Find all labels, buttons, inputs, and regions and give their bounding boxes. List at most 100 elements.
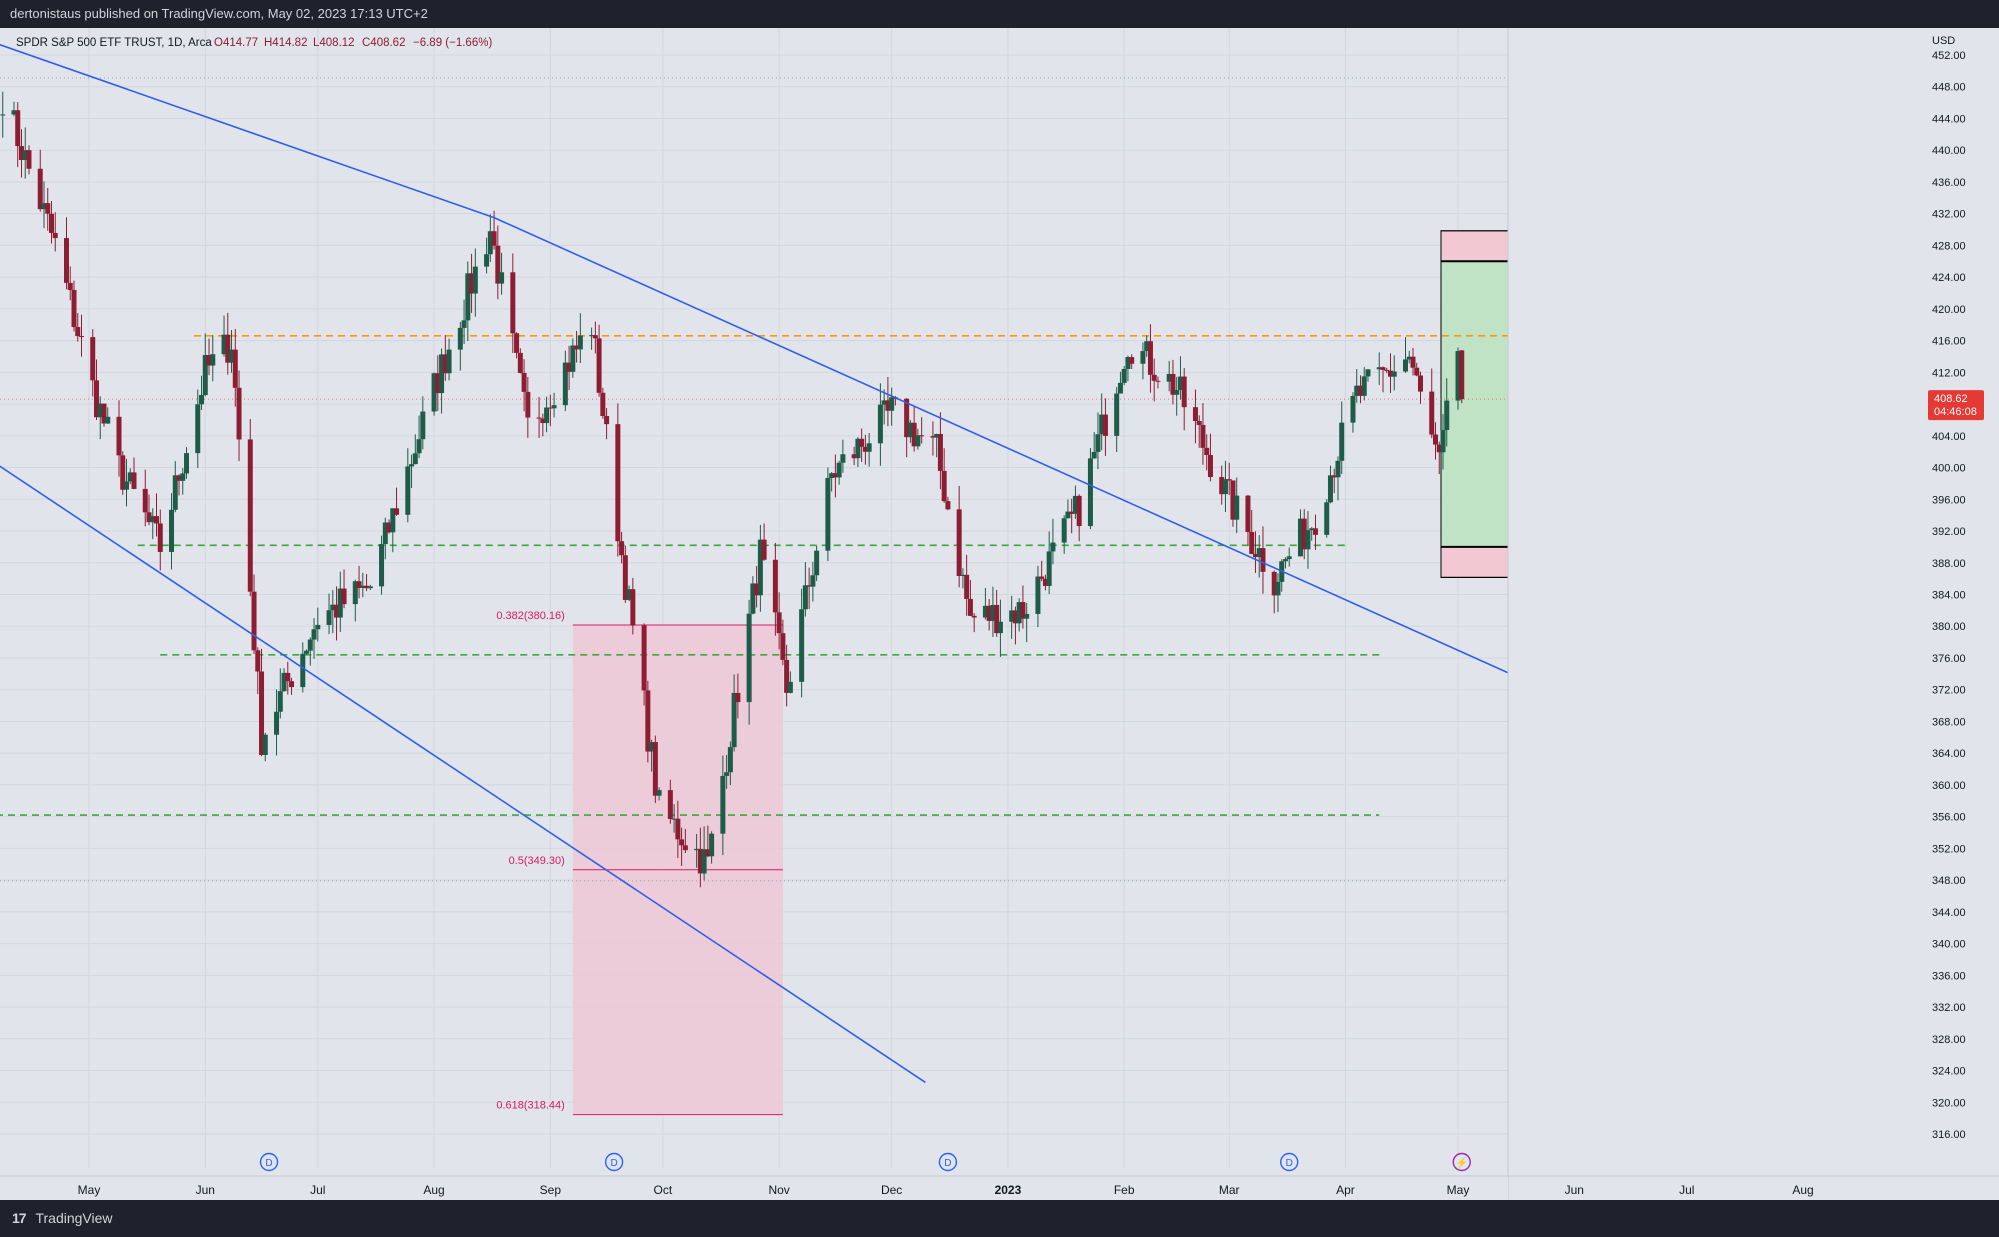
candle-body (727, 747, 733, 773)
price-tick-label: 348.00 (1932, 875, 1966, 887)
candle-body (90, 337, 96, 381)
candle-body (600, 392, 606, 417)
time-tick-label: Dec (881, 1183, 902, 1197)
fib-level-label: 0.5(349.30) (509, 855, 565, 867)
candle-body (757, 539, 763, 596)
candle-body (1429, 391, 1435, 435)
candle-body (420, 411, 426, 440)
candle-body (1252, 553, 1258, 558)
candle-body (236, 387, 242, 440)
candle-body (1087, 458, 1093, 527)
candle-body (262, 734, 268, 755)
candle-body (394, 508, 400, 515)
candle-body (281, 672, 287, 692)
candle-body (761, 539, 767, 560)
candle-body (866, 443, 872, 452)
candle-body (750, 583, 756, 614)
candle-body (120, 455, 126, 490)
candle-body (127, 472, 133, 482)
candle-body (1361, 376, 1367, 396)
candle-body (439, 354, 445, 394)
candle-body (442, 354, 448, 374)
candle-body (547, 407, 553, 409)
candle-body (176, 475, 182, 481)
candle-body (11, 110, 17, 115)
candle-body (615, 424, 621, 542)
candle-body (1432, 434, 1438, 445)
event-marker-label: D (610, 1158, 617, 1169)
candle-body (1099, 414, 1105, 435)
price-tick-label: 416.00 (1932, 336, 1966, 348)
candle-body (960, 574, 966, 577)
candle-body (169, 509, 175, 552)
candle-body (799, 609, 805, 682)
candle-body (412, 453, 418, 465)
candle-body (379, 544, 385, 587)
legend-open: O414.77 (214, 37, 258, 49)
event-marker-label: D (265, 1158, 272, 1169)
candle-body (382, 522, 388, 545)
candle-body (1129, 357, 1135, 364)
price-tick-label: 448.00 (1932, 82, 1966, 94)
legend-high: H414.82 (264, 37, 307, 49)
candle-body (709, 833, 715, 857)
trendlines[interactable] (0, 39, 1511, 1084)
candle-body (787, 681, 793, 693)
candle-body (116, 416, 122, 456)
candle-body (1009, 610, 1015, 622)
candle-body (604, 416, 610, 425)
candle-body (491, 231, 497, 246)
candle-body (544, 407, 550, 424)
candle-body (1414, 367, 1420, 376)
candle-body (562, 362, 568, 406)
candle-body (694, 848, 700, 851)
price-tick-label: 440.00 (1932, 145, 1966, 157)
axes: USD 452.00 448.00 444.00 440.00 436.00 432.00 4… (0, 28, 1999, 1200)
price-tick-label: 368.00 (1932, 716, 1966, 728)
candle-body (945, 501, 951, 510)
candle-body (840, 454, 846, 463)
candle-body (1177, 376, 1183, 390)
time-tick-label: Jul (1679, 1183, 1694, 1197)
fib-level-label: 0.618(318.44) (496, 1100, 565, 1112)
time-tick-label: Nov (768, 1183, 789, 1197)
candle-body (26, 150, 32, 169)
candle-body (1069, 511, 1075, 514)
candle-body (832, 473, 838, 478)
candle-body (746, 613, 752, 703)
price-tick-label: 360.00 (1932, 780, 1966, 792)
footer-bar: 17 TradingView (0, 1200, 1999, 1237)
candle-body (352, 581, 358, 605)
candle-body (1444, 400, 1450, 431)
candle-body (1020, 602, 1026, 619)
candle-body (540, 418, 546, 424)
candle-body (1327, 475, 1333, 503)
candle-body (334, 604, 340, 618)
chart-area[interactable]: 0.382(380.16)0.5(349.30)0.618(318.44) St… (0, 28, 1999, 1200)
candle-body (15, 110, 21, 147)
price-tick-label: 376.00 (1932, 653, 1966, 665)
candle-body (1114, 393, 1120, 436)
candle-body (772, 559, 778, 613)
candle-body (311, 629, 317, 640)
candle-body (1309, 528, 1315, 531)
price-tick-label: 364.00 (1932, 748, 1966, 760)
candle-body (356, 581, 362, 589)
candle-body (1354, 385, 1360, 396)
price-chart[interactable]: 0.382(380.16)0.5(349.30)0.618(318.44) St… (0, 28, 1999, 1200)
candle-body (105, 416, 111, 424)
candle-body (330, 604, 336, 611)
candle-body (1226, 479, 1232, 481)
candle-body (667, 790, 673, 819)
candle-body (994, 604, 1000, 634)
time-tick-label: Feb (1114, 1183, 1135, 1197)
trendline (0, 43, 495, 219)
candle-body (210, 354, 216, 366)
price-tick-label: 328.00 (1932, 1034, 1966, 1046)
candle-body (94, 380, 100, 418)
candle-body (630, 589, 636, 626)
time-tick-label: Jun (1565, 1183, 1584, 1197)
price-tick-label: 388.00 (1932, 558, 1966, 570)
candle-body (934, 434, 940, 438)
candle-body (967, 598, 973, 616)
